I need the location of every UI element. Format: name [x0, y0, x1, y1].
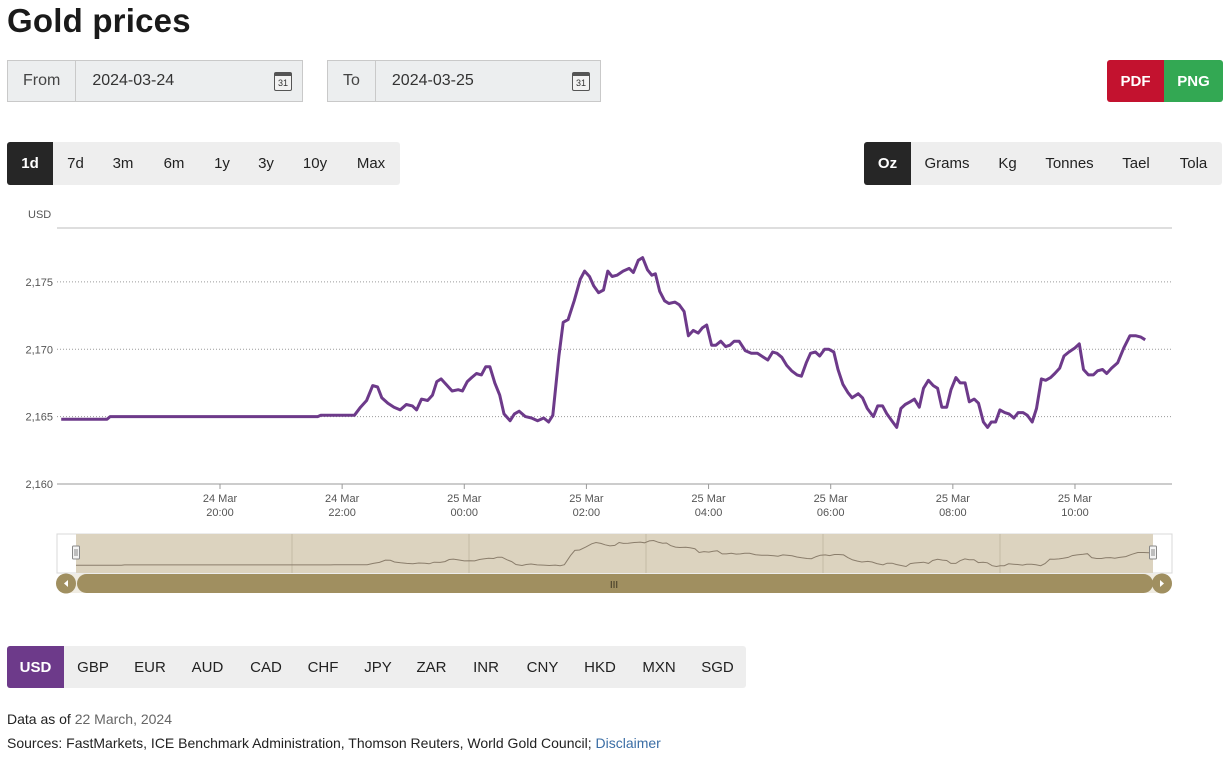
sources-line: Sources: FastMarkets, ICE Benchmark Admi… [7, 735, 661, 751]
y-tick-label: 2,175 [25, 277, 53, 289]
y-tick-label: 2,170 [25, 344, 53, 356]
range-button-3y[interactable]: 3y [258, 155, 274, 172]
date-to-input[interactable]: 2024-03-25 31 [376, 61, 600, 101]
y-axis-label: USD [28, 209, 51, 221]
page-title: Gold prices [7, 2, 191, 39]
range-button-3m[interactable]: 3m [112, 155, 134, 172]
x-tick-day-label: 25 Mar [447, 493, 482, 505]
unit-button-grams[interactable]: Grams [924, 155, 970, 172]
currency-button-zar[interactable]: ZAR [416, 658, 447, 676]
range-button-7d[interactable]: 7d [67, 155, 84, 172]
x-tick-day-label: 25 Mar [569, 493, 604, 505]
currency-button-cad[interactable]: CAD [250, 658, 282, 676]
x-tick-time-label: 02:00 [573, 507, 601, 519]
x-tick-time-label: 22:00 [328, 507, 356, 519]
data-as-of-date: 22 March, 2024 [74, 711, 173, 727]
x-tick-day-label: 25 Mar [1058, 493, 1093, 505]
x-tick-day-label: 25 Mar [936, 493, 971, 505]
scrollbar-grip-label: III [610, 580, 618, 591]
range-button-1d[interactable]: 1d [7, 142, 53, 185]
unit-button-kg[interactable]: Kg [998, 155, 1017, 172]
unit-button-tola[interactable]: Tola [1179, 155, 1208, 172]
currency-button-chf[interactable]: CHF [307, 658, 339, 676]
calendar-icon[interactable]: 31 [572, 72, 590, 91]
unit-selector: Oz Grams Kg Tonnes Tael Tola [864, 142, 1222, 185]
currency-button-sgd[interactable]: SGD [701, 658, 734, 676]
price-chart-svg: 2,160 2,165 2,170 2,175 USD 24 Mar 20:00 24 Mar… [25, 209, 1173, 594]
range-button-1y[interactable]: 1y [214, 155, 230, 172]
x-tick-time-label: 06:00 [817, 507, 845, 519]
x-tick-day-label: 25 Mar [814, 493, 849, 505]
x-tick-time-label: 20:00 [206, 507, 234, 519]
x-tick-time-label: 08:00 [939, 507, 967, 519]
x-tick-day-label: 24 Mar [203, 493, 238, 505]
currency-button-usd[interactable]: USD [7, 646, 64, 688]
range-selector: 1d 7d 3m 6m 1y 3y 10y Max [7, 142, 400, 185]
data-as-of-label: Data as of [7, 711, 71, 727]
unit-button-tael[interactable]: Tael [1122, 155, 1150, 172]
unit-button-tonnes[interactable]: Tonnes [1045, 155, 1094, 172]
x-tick-time-label: 04:00 [695, 507, 723, 519]
currency-selector: USD GBP EUR AUD CAD CHF JPY ZAR INR CNY HKD MXN SGD [7, 646, 746, 688]
y-tick-label: 2,160 [25, 479, 53, 491]
price-chart: 2,160 2,165 2,170 2,175 USD 24 Mar 20:00 24 Mar… [0, 195, 1227, 605]
date-to-field[interactable]: To 2024-03-25 31 [327, 60, 601, 102]
x-tick-time-label: 10:00 [1061, 507, 1089, 519]
x-tick-day-label: 24 Mar [325, 493, 360, 505]
currency-button-hkd[interactable]: HKD [584, 658, 616, 676]
date-from-label: From [8, 61, 77, 101]
x-tick-time-label: 00:00 [451, 507, 479, 519]
date-from-field[interactable]: From 2024-03-24 31 [7, 60, 303, 102]
currency-button-eur[interactable]: EUR [134, 658, 166, 676]
navigator-handle-right [1149, 545, 1157, 560]
navigator-line [76, 539, 1154, 568]
currency-button-aud[interactable]: AUD [191, 658, 224, 676]
disclaimer-link[interactable]: Disclaimer [595, 735, 661, 751]
date-from-value: 2024-03-24 [92, 72, 175, 89]
range-button-max[interactable]: Max [356, 155, 386, 172]
scrollbar-thumb [77, 574, 1153, 593]
sources-text: Sources: FastMarkets, ICE Benchmark Admi… [7, 735, 592, 751]
export-buttons: PDF PNG [1107, 60, 1223, 102]
date-to-label: To [328, 61, 376, 101]
currency-button-inr[interactable]: INR [473, 658, 499, 676]
export-pdf-button[interactable]: PDF [1107, 60, 1164, 102]
date-from-input[interactable]: 2024-03-24 31 [76, 61, 302, 101]
y-tick-label: 2,165 [25, 412, 53, 424]
price-line-usd [61, 256, 1146, 429]
calendar-icon-day: 31 [575, 78, 586, 88]
currency-button-jpy[interactable]: JPY [364, 658, 392, 676]
x-tick-day-label: 25 Mar [691, 493, 726, 505]
currency-button-cny[interactable]: CNY [526, 658, 559, 676]
arrow-right-icon [1160, 580, 1164, 587]
range-button-6m[interactable]: 6m [163, 155, 185, 172]
date-to-value: 2024-03-25 [391, 72, 474, 89]
unit-button-oz[interactable]: Oz [864, 142, 911, 185]
currency-button-gbp[interactable]: GBP [77, 658, 109, 676]
export-png-button[interactable]: PNG [1164, 60, 1223, 102]
data-as-of: Data as of 22 March, 2024 [7, 711, 172, 727]
arrow-left-icon [64, 580, 68, 587]
range-button-10y[interactable]: 10y [302, 155, 328, 172]
navigator-selection [76, 534, 1153, 573]
currency-button-mxn[interactable]: MXN [642, 658, 676, 676]
calendar-icon[interactable]: 31 [274, 72, 292, 91]
navigator-handle-left [72, 545, 80, 560]
calendar-icon-day: 31 [277, 78, 288, 88]
